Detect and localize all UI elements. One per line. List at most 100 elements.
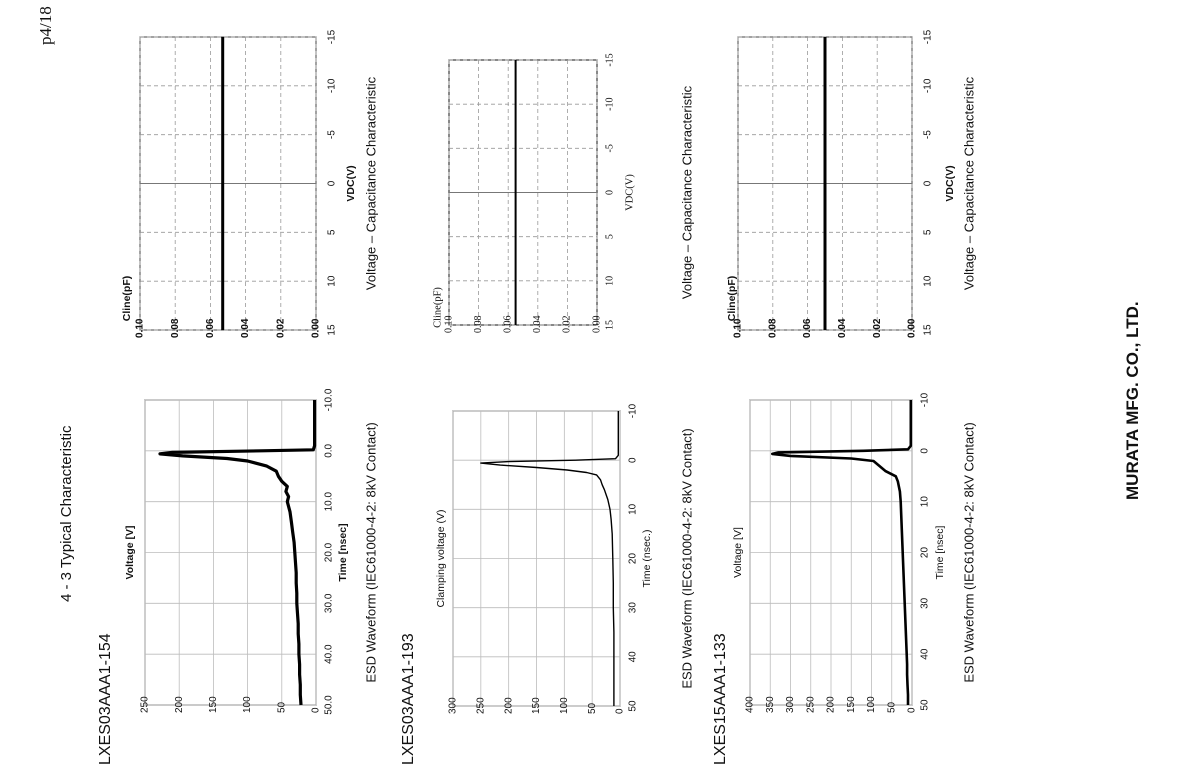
y-tick-label: 0.10 <box>443 316 454 334</box>
x-tick-label: 0 <box>923 180 934 186</box>
y-tick-label: 0.00 <box>311 318 322 338</box>
x-tick-label: -15 <box>923 29 934 44</box>
y-tick-label: 200 <box>503 697 514 714</box>
y-tick-label: 0.06 <box>502 316 513 334</box>
x-tick-label: 40.0 <box>324 644 335 664</box>
y-tick-label: 100 <box>866 696 877 713</box>
x-tick-label: 10.0 <box>324 491 335 511</box>
y-tick-label: 300 <box>448 697 459 714</box>
chart-title: ESD Waveform (IEC61000-4-2: 8kV Contact) <box>363 422 378 682</box>
data-series <box>158 400 317 706</box>
y-axis-label: Voltage [V] <box>124 525 136 579</box>
x-tick-label: -10 <box>604 97 615 110</box>
y-tick-label: 50 <box>886 701 897 713</box>
chart-LXES03AAA1-193-cap: -15 -10 -5 0 5 10 150.00 0.02 0.04 0.06 0.08 0.10 VD… <box>432 53 694 333</box>
y-tick-label: 0.10 <box>733 318 744 338</box>
x-tick-label: -10 <box>923 78 934 93</box>
chart-title: Voltage – Capacitance Characteristic <box>961 76 976 290</box>
y-tick-label: 0.08 <box>767 318 778 338</box>
x-tick-label: 0.0 <box>324 443 335 457</box>
x-tick-label: -15 <box>327 29 338 44</box>
x-tick-label: -5 <box>327 130 338 139</box>
chart-title: Voltage – Capacitance Characteristic <box>679 85 694 299</box>
x-tick-label: 10 <box>327 275 338 287</box>
x-tick-label: 30 <box>920 597 931 609</box>
y-tick-label: 200 <box>174 696 185 713</box>
y-axis-label: Cline(pF) <box>121 276 133 322</box>
x-tick-label: 40 <box>920 648 931 660</box>
x-tick-label: 0 <box>604 190 615 195</box>
x-tick-label: 30 <box>628 602 639 614</box>
y-tick-label: 0.00 <box>591 316 602 334</box>
y-tick-label: 0.02 <box>275 318 286 338</box>
x-tick-label: 20 <box>920 547 931 559</box>
x-tick-label: 5 <box>604 234 615 239</box>
chart-LXES03AAA1-154-esd: -10.0 0.0 10.0 20.0 30.0 40.0 50.00 50 100 150 200… <box>124 388 379 715</box>
y-tick-label: 0 <box>311 707 322 713</box>
y-tick-label: 0.00 <box>907 318 918 338</box>
data-series <box>770 400 913 705</box>
x-tick-label: 40 <box>628 651 639 663</box>
y-tick-label: 0.04 <box>240 318 251 338</box>
y-tick-label: 0.02 <box>562 316 573 334</box>
y-tick-label: 200 <box>826 696 837 713</box>
x-tick-label: -10 <box>327 78 338 93</box>
x-tick-label: -15 <box>604 53 615 66</box>
x-tick-label: 50.0 <box>324 695 335 715</box>
y-tick-label: 100 <box>242 696 253 713</box>
x-axis-label: Time [nsec] <box>934 525 946 579</box>
x-axis-label: Time [nsec] <box>337 523 349 581</box>
chart-title: ESD Waveform (IEC61000-4-2: 8kV Contact) <box>679 428 694 688</box>
y-tick-label: 50 <box>276 701 287 713</box>
y-axis-label: Clamping voltage (V) <box>435 509 447 607</box>
chart-title: ESD Waveform (IEC61000-4-2: 8kV Contact) <box>961 422 976 682</box>
x-tick-label: 15 <box>327 324 338 336</box>
x-axis-label: VDC(V) <box>345 165 357 201</box>
y-tick-label: 100 <box>559 697 570 714</box>
y-tick-label: 50 <box>587 702 598 714</box>
y-tick-label: 300 <box>785 696 796 713</box>
y-tick-label: 150 <box>531 697 542 714</box>
y-tick-label: 0.06 <box>205 318 216 338</box>
chart-LXES03AAA1-154-cap: -15 -10 -5 0 5 10 15 0.00 0.02 0.04 0.06 0.08 0.10 VD… <box>121 29 379 338</box>
y-tick-label: 0 <box>615 708 626 714</box>
x-tick-label: 50 <box>920 699 931 711</box>
y-axis-label: Cline(pF) <box>726 276 738 322</box>
y-tick-label: 250 <box>805 696 816 713</box>
x-tick-label: 0 <box>327 180 338 186</box>
y-tick-label: 0.02 <box>872 318 883 338</box>
y-axis-label: Voltage [V] <box>732 527 744 578</box>
x-tick-label: 15 <box>923 324 934 336</box>
chart-title: Voltage – Capacitance Characteristic <box>363 76 378 290</box>
x-tick-label: 10 <box>920 496 931 508</box>
y-tick-label: 0.04 <box>532 316 543 334</box>
x-tick-label: 10 <box>923 275 934 287</box>
y-tick-label: 250 <box>475 697 486 714</box>
x-tick-label: 0 <box>920 448 931 454</box>
x-tick-label: 15 <box>604 320 615 330</box>
x-tick-label: -10 <box>920 392 931 407</box>
y-tick-label: 0.08 <box>473 316 484 334</box>
x-tick-label: 30.0 <box>324 593 335 613</box>
x-tick-label: 20 <box>628 553 639 565</box>
y-tick-label: 0.04 <box>837 318 848 338</box>
chart-LXES15AAA1-133-cap: -15 -10 -5 0 5 10 15 0.00 0.02 0.04 0.06 0.08 0.10 VD… <box>726 29 977 338</box>
y-tick-label: 0 <box>907 707 918 713</box>
x-tick-label: -5 <box>604 144 615 152</box>
y-tick-label: 250 <box>140 696 151 713</box>
x-tick-label: -10 <box>628 403 639 418</box>
x-tick-label: -5 <box>923 130 934 139</box>
y-tick-label: 0.08 <box>170 318 181 338</box>
x-tick-label: 20.0 <box>324 542 335 562</box>
x-tick-label: -10.0 <box>324 388 335 411</box>
x-tick-label: 5 <box>923 229 934 235</box>
x-tick-label: 0 <box>628 457 639 463</box>
y-tick-label: 0.06 <box>802 318 813 338</box>
x-tick-label: 50 <box>628 700 639 712</box>
chart-LXES15AAA1-133-esd: -1001020304050050100150200250300350400Ti… <box>732 392 977 713</box>
data-series <box>480 411 619 706</box>
y-tick-label: 0.10 <box>135 318 146 338</box>
x-tick-label: 10 <box>628 503 639 515</box>
x-axis-label: VDC(V) <box>624 174 635 211</box>
